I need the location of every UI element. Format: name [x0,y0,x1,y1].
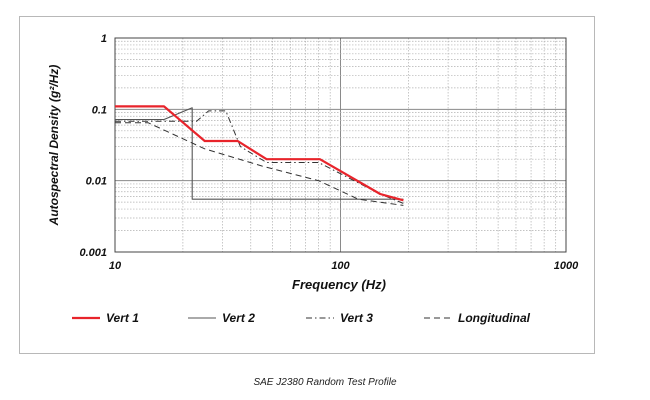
plot-area-border [114,37,567,253]
x-tick-label: 100 [331,260,350,272]
y-tick-label: 0.001 [79,247,107,259]
y-tick-label: 1 [101,33,107,45]
y-tick-label: 0.01 [86,176,107,188]
series-line-vert-2 [115,107,404,200]
series-line-longitudinal [115,122,404,206]
y-tick-label: 0.1 [92,104,107,116]
grid-layer [114,38,566,253]
legend-label: Vert 3 [340,311,373,325]
figure-caption: SAE J2380 Random Test Profile [253,377,397,388]
y-axis-title: Autospectral Density (g²/Hz) [47,65,61,227]
x-axis-title: Frequency (Hz) [292,277,386,292]
legend-label: Vert 2 [222,311,255,325]
legend-label: Longitudinal [458,311,531,325]
series-line-vert-3 [115,110,404,204]
legend: Vert 1 Vert 2 Vert 3 Longitudinal [72,311,531,325]
x-tick-label: 10 [109,260,122,272]
series-layer [115,105,404,206]
x-tick-label: 1000 [554,260,579,272]
legend-label: Vert 1 [106,311,139,325]
tick-label-layer: 10 100 1000 1 0.1 0.01 0.001 [79,33,579,272]
series-line-vert-1 [115,105,404,202]
